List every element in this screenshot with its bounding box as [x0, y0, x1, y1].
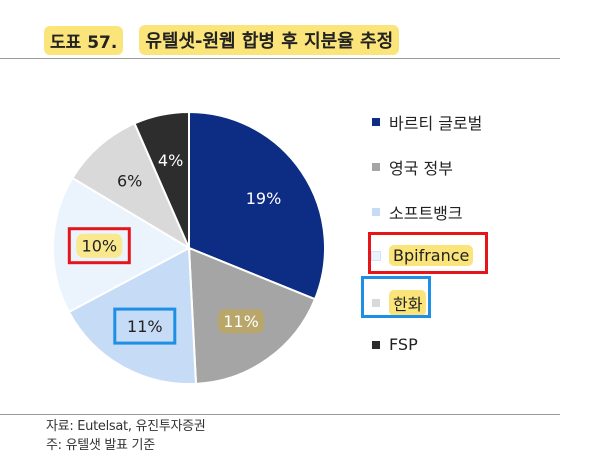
data-label-highlight: [76, 233, 123, 258]
chart-title: 유텔샛-원웹 합병 후 지분율 추정: [139, 25, 400, 55]
top-divider: [0, 58, 560, 59]
legend-label: Bpifrance: [389, 245, 474, 266]
figure-label: 도표 57.: [44, 25, 124, 55]
legend-swatch: [372, 340, 380, 349]
legend-label: FSP: [389, 335, 418, 354]
legend-label: 소프트뱅크: [389, 204, 463, 223]
data-label: 19%: [246, 189, 282, 208]
bottom-divider: [0, 414, 560, 415]
legend-item: FSP: [372, 335, 418, 354]
legend-item: 바르티 글로벌: [372, 110, 482, 134]
legend-item: 소프트뱅크: [372, 200, 463, 224]
pie-data-labels: 19% 11% 11% 10% 6% 4%: [76, 151, 281, 336]
legend-red-callout-box: [368, 232, 488, 274]
legend-blue-callout-box: [361, 276, 431, 318]
pie-slice: [71, 122, 192, 251]
legend-label: 바르티 글로벌: [389, 114, 483, 133]
legend-label: 영국 정부: [389, 159, 453, 178]
data-label: 10%: [82, 237, 118, 256]
data-label: 11%: [127, 317, 163, 336]
legend-item: 한화: [372, 290, 427, 316]
data-label: 4%: [158, 151, 183, 170]
red-callout-box: [67, 227, 131, 265]
legend-label: 한화: [389, 290, 427, 316]
source-text: 자료: Eutelsat, 유진투자증권: [46, 419, 206, 434]
pie-callouts: [67, 227, 177, 345]
legend-item: 영국 정부: [372, 155, 453, 179]
legend-swatch: [372, 299, 380, 307]
legend-swatch: [372, 118, 380, 126]
data-label-highlight: [218, 309, 264, 334]
blue-callout-box: [113, 307, 177, 345]
data-label: 11%: [223, 312, 259, 331]
source-notes: 자료: Eutelsat, 유진투자증권 주: 유텔샛 발표 기준: [46, 417, 206, 455]
legend-swatch: [371, 250, 381, 261]
figure-header: 도표 57. 유텔샛-원웹 합병 후 지분율 추정: [44, 24, 400, 56]
legend-swatch: [372, 163, 380, 171]
note-text: 주: 유텔샛 발표 기준: [46, 438, 155, 453]
data-label: 6%: [117, 172, 142, 191]
pie-slice: [188, 110, 326, 301]
pie-slice: [133, 110, 190, 249]
pie-slice: [67, 246, 198, 385]
legend-item: Bpifrance: [371, 245, 474, 266]
legend-swatch: [372, 208, 380, 216]
